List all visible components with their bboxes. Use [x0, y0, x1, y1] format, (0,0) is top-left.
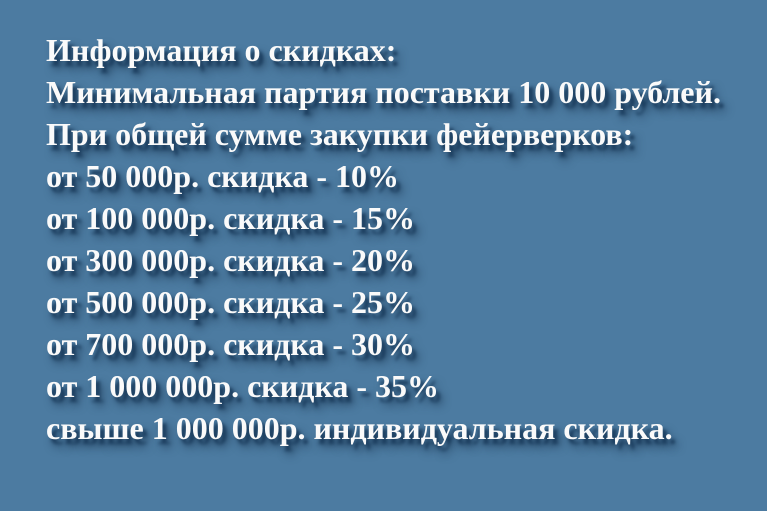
discount-tier-line-25: от 500 000р. скидка - 25%	[46, 284, 415, 320]
individual-discount-line: свыше 1 000 000р. индивидуальная скидка.	[46, 410, 673, 446]
minimum-order-line: Минимальная партия поставки 10 000 рубле…	[46, 74, 721, 110]
discount-tier-line-10: от 50 000р. скидка - 10%	[46, 158, 399, 194]
condition-intro-line: При общей сумме закупки фейерверков:	[46, 116, 634, 152]
discount-tier-line-35: от 1 000 000р. скидка - 35%	[46, 368, 439, 404]
discount-tier-line-30: от 700 000р. скидка - 30%	[46, 326, 415, 362]
discount-tier-line-15: от 100 000р. скидка - 15%	[46, 200, 415, 236]
discount-tier-line-20: от 300 000р. скидка - 20%	[46, 242, 415, 278]
banner-title: Информация о скидках:	[46, 32, 397, 68]
